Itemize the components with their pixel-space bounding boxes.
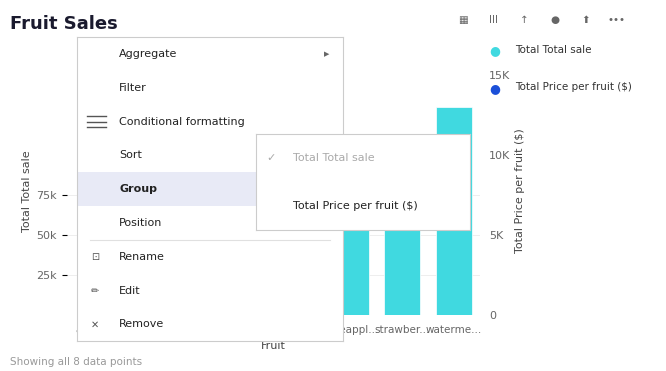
Text: ⬆: ⬆ (581, 15, 590, 25)
Text: Rename: Rename (119, 252, 165, 262)
Text: ✏: ✏ (91, 286, 99, 296)
Text: ●: ● (550, 15, 559, 25)
Text: Edit: Edit (119, 286, 141, 296)
Text: ▦: ▦ (458, 15, 468, 25)
FancyBboxPatch shape (77, 172, 343, 206)
Text: ▶: ▶ (324, 186, 330, 192)
Text: Conditional formatting: Conditional formatting (119, 116, 245, 127)
Bar (281, 99, 317, 315)
Text: Group: Group (119, 184, 157, 194)
Text: ●: ● (490, 45, 500, 58)
Y-axis label: Total Total sale: Total Total sale (22, 150, 32, 232)
Text: Position: Position (119, 218, 163, 228)
Text: ✕: ✕ (91, 319, 99, 329)
Text: ●: ● (490, 82, 500, 95)
Text: Aggregate: Aggregate (119, 49, 178, 59)
X-axis label: Fruit: Fruit (260, 341, 286, 351)
Text: Total Price per fruit ($): Total Price per fruit ($) (292, 201, 418, 211)
Text: •••: ••• (607, 15, 625, 25)
Text: ↑: ↑ (519, 15, 529, 25)
Text: lll: lll (489, 15, 498, 25)
Text: ⊡: ⊡ (91, 252, 99, 262)
Bar (436, 107, 472, 315)
Text: Showing all 8 data points: Showing all 8 data points (10, 357, 142, 367)
Y-axis label: Total Price per fruit ($): Total Price per fruit ($) (515, 129, 525, 253)
Text: ✓: ✓ (266, 153, 276, 162)
Text: Total Price per fruit ($): Total Price per fruit ($) (515, 82, 631, 92)
Text: Remove: Remove (119, 319, 165, 329)
Text: Sort: Sort (119, 150, 142, 160)
Text: ▶: ▶ (324, 220, 330, 226)
Text: Fruit Sales: Fruit Sales (10, 15, 118, 33)
Text: Total Total sale: Total Total sale (292, 153, 374, 162)
Bar (332, 171, 368, 315)
Bar (384, 158, 420, 315)
Text: ▶: ▶ (324, 51, 330, 57)
Text: Total Total sale: Total Total sale (515, 45, 591, 55)
Text: ▶: ▶ (324, 152, 330, 158)
Text: Filter: Filter (119, 83, 147, 93)
